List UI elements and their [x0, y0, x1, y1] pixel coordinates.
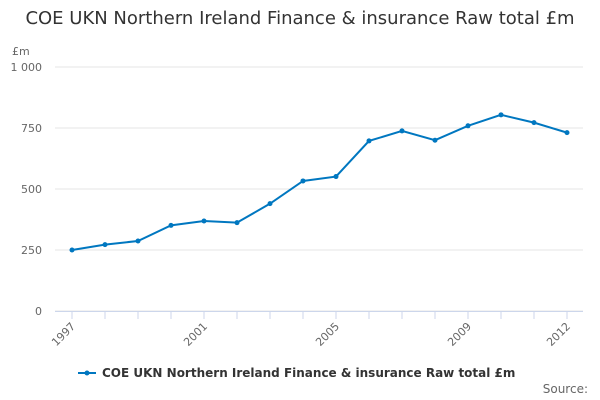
y-tick-label: 500 [21, 183, 42, 196]
data-point [69, 247, 75, 253]
x-tick-label: 2012 [544, 320, 573, 349]
legend-label: COE UKN Northern Ireland Finance & insur… [102, 366, 516, 380]
y-tick-label: 0 [35, 305, 42, 318]
data-point [498, 112, 504, 118]
data-point [135, 238, 141, 244]
data-point [201, 218, 207, 224]
chart-title: COE UKN Northern Ireland Finance & insur… [25, 8, 575, 29]
data-point [102, 242, 108, 248]
data-point [564, 130, 570, 136]
y-tick-label: 250 [21, 244, 42, 257]
data-point [432, 137, 438, 143]
x-tick-label: 1997 [49, 320, 78, 349]
data-point [531, 120, 537, 126]
data-point [399, 128, 405, 134]
source-label[interactable]: Source: [542, 382, 588, 396]
x-tick-label: 2009 [445, 320, 474, 349]
legend[interactable]: COE UKN Northern Ireland Finance & insur… [78, 366, 515, 380]
y-tick-label: 750 [21, 122, 42, 135]
x-tick-label: 2005 [313, 320, 342, 349]
y-axis-label: £m [12, 45, 30, 58]
legend-line-icon [78, 370, 96, 376]
x-tick-label: 2001 [181, 320, 210, 349]
y-tick-label: 1 000 [11, 61, 43, 74]
series-line [71, 113, 568, 251]
data-point [267, 201, 273, 207]
data-point [234, 220, 240, 226]
data-point [366, 138, 372, 144]
data-point [465, 123, 471, 129]
data-point [333, 174, 339, 180]
data-point [168, 222, 174, 228]
data-point [300, 178, 306, 184]
